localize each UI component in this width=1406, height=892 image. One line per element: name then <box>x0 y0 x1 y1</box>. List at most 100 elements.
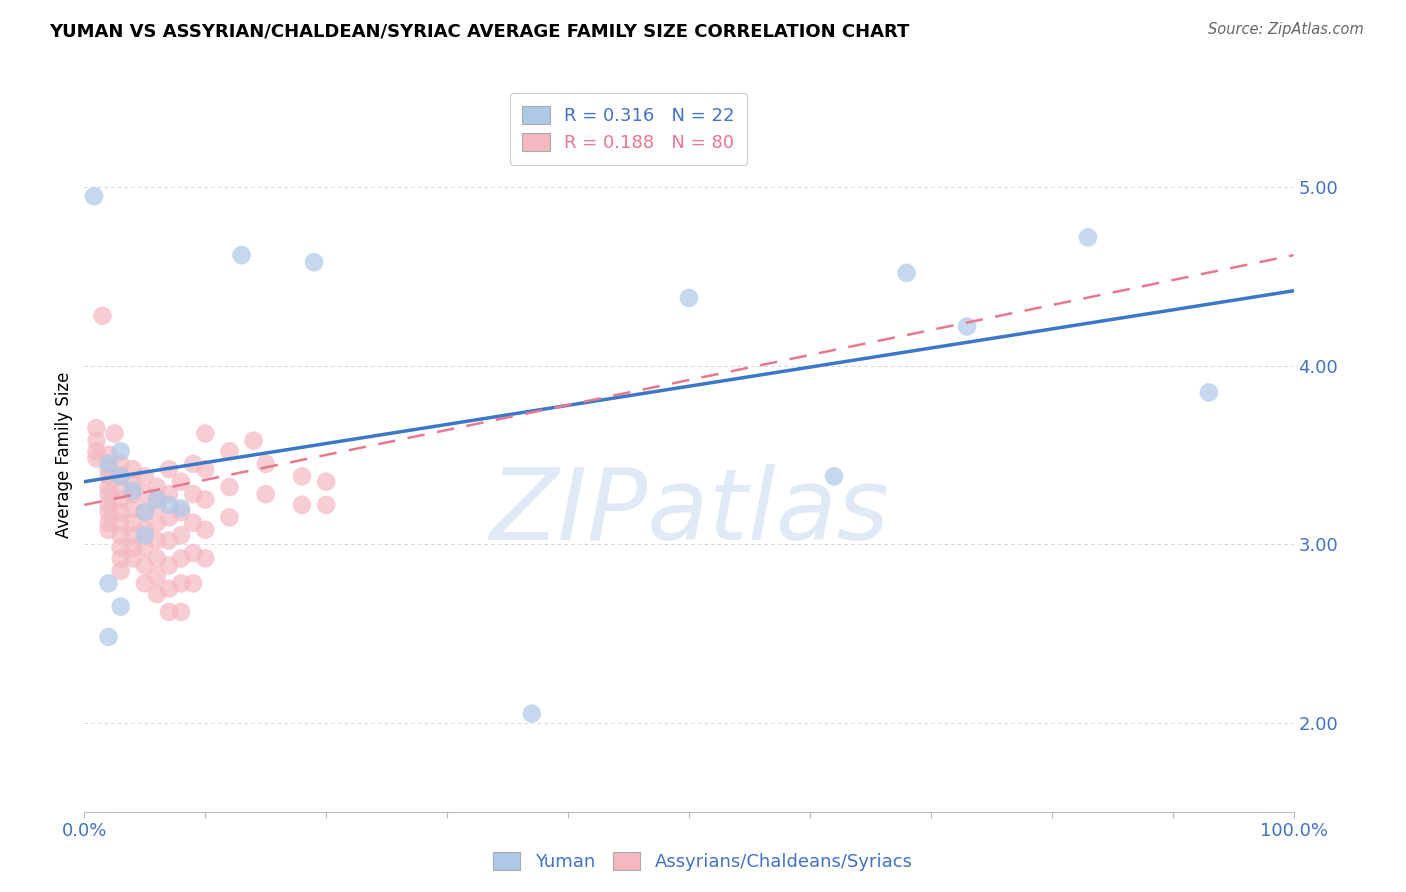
Point <box>170 475 193 489</box>
Point <box>86 444 108 458</box>
Point <box>218 444 240 458</box>
Point <box>291 498 314 512</box>
Point <box>121 501 143 516</box>
Text: YUMAN VS ASSYRIAN/CHALDEAN/SYRIAC AVERAGE FAMILY SIZE CORRELATION CHART: YUMAN VS ASSYRIAN/CHALDEAN/SYRIAC AVERAG… <box>49 22 910 40</box>
Point <box>134 523 156 537</box>
Point <box>97 462 120 476</box>
Point <box>121 516 143 530</box>
Point <box>121 528 143 542</box>
Y-axis label: Average Family Size: Average Family Size <box>55 372 73 538</box>
Point <box>181 576 204 591</box>
Point <box>134 469 156 483</box>
Point <box>1077 230 1099 244</box>
Point <box>91 309 114 323</box>
Point <box>110 541 132 555</box>
Point <box>157 510 180 524</box>
Point <box>97 516 120 530</box>
Point <box>134 487 156 501</box>
Point <box>110 444 132 458</box>
Point <box>121 551 143 566</box>
Legend: R = 0.316   N = 22, R = 0.188   N = 80: R = 0.316 N = 22, R = 0.188 N = 80 <box>510 93 747 165</box>
Point <box>170 505 193 519</box>
Point <box>104 426 127 441</box>
Point <box>97 448 120 462</box>
Text: ZIPatlas: ZIPatlas <box>489 464 889 560</box>
Point <box>110 492 132 507</box>
Point <box>146 551 169 566</box>
Point <box>97 469 120 483</box>
Point <box>254 457 277 471</box>
Point <box>134 576 156 591</box>
Point <box>194 462 217 476</box>
Point <box>86 421 108 435</box>
Point <box>146 533 169 548</box>
Point <box>110 469 132 483</box>
Legend: Yuman, Assyrians/Chaldeans/Syriacs: Yuman, Assyrians/Chaldeans/Syriacs <box>486 845 920 879</box>
Point <box>170 576 193 591</box>
Point <box>194 523 217 537</box>
Point <box>146 516 169 530</box>
Point <box>291 469 314 483</box>
Point <box>110 457 132 471</box>
Point <box>146 492 169 507</box>
Point <box>121 462 143 476</box>
Point <box>121 475 143 489</box>
Point <box>97 523 120 537</box>
Point <box>302 255 325 269</box>
Point <box>110 599 132 614</box>
Point <box>110 516 132 530</box>
Point <box>121 541 143 555</box>
Point <box>134 558 156 573</box>
Point <box>315 475 337 489</box>
Point <box>231 248 253 262</box>
Point <box>110 528 132 542</box>
Point <box>315 498 337 512</box>
Point <box>110 483 132 498</box>
Point <box>157 487 180 501</box>
Point <box>896 266 918 280</box>
Point <box>194 426 217 441</box>
Point <box>157 533 180 548</box>
Point <box>1198 385 1220 400</box>
Point <box>956 319 979 334</box>
Point <box>86 451 108 466</box>
Point <box>146 587 169 601</box>
Point <box>218 480 240 494</box>
Point <box>157 582 180 596</box>
Point <box>146 569 169 583</box>
Point <box>170 501 193 516</box>
Point <box>146 480 169 494</box>
Point <box>97 487 120 501</box>
Point <box>97 630 120 644</box>
Point <box>134 505 156 519</box>
Point <box>110 469 132 483</box>
Point <box>86 434 108 448</box>
Point <box>110 505 132 519</box>
Point <box>181 516 204 530</box>
Point <box>121 487 143 501</box>
Point <box>194 551 217 566</box>
Point <box>157 558 180 573</box>
Point <box>218 510 240 524</box>
Point <box>97 576 120 591</box>
Point <box>170 551 193 566</box>
Point <box>121 483 143 498</box>
Point <box>170 605 193 619</box>
Point <box>134 528 156 542</box>
Point <box>97 480 120 494</box>
Point <box>170 528 193 542</box>
Point <box>181 546 204 560</box>
Point <box>520 706 543 721</box>
Point <box>146 498 169 512</box>
Point <box>97 457 120 471</box>
Point <box>157 462 180 476</box>
Point <box>157 498 180 512</box>
Point <box>110 564 132 578</box>
Point <box>242 434 264 448</box>
Point <box>823 469 845 483</box>
Point <box>157 605 180 619</box>
Point <box>134 505 156 519</box>
Point <box>678 291 700 305</box>
Point <box>181 457 204 471</box>
Point <box>97 505 120 519</box>
